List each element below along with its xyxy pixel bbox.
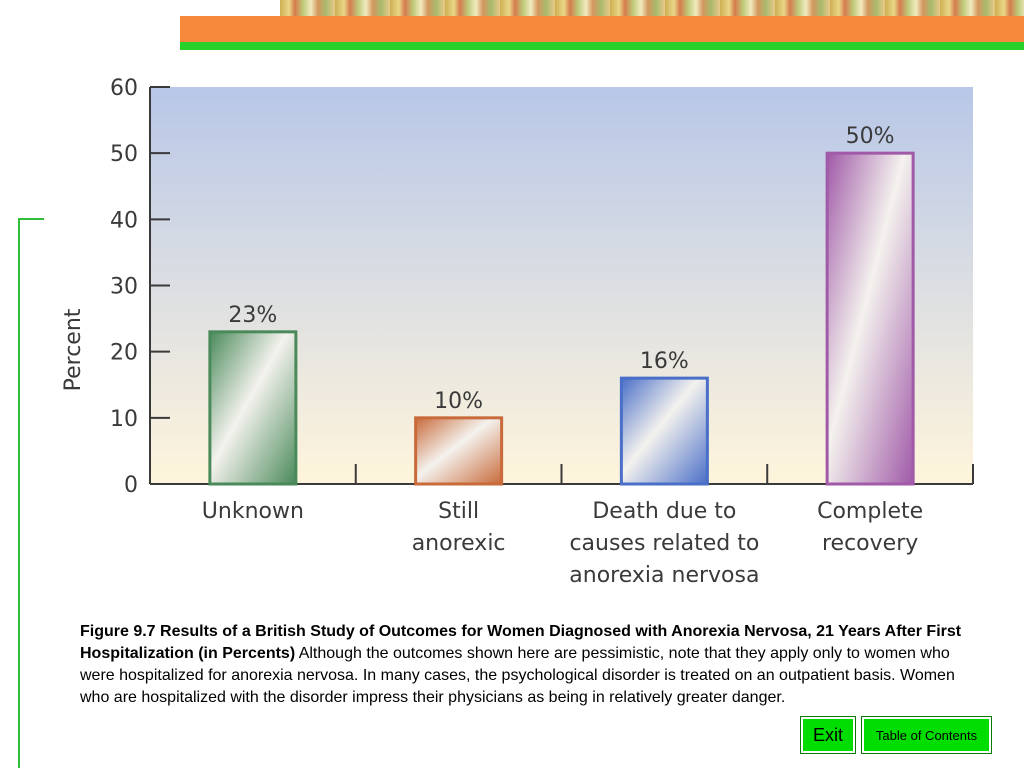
y-tick-label: 60	[110, 76, 138, 101]
left-bracket-line	[18, 218, 20, 768]
y-axis-label: Percent	[61, 308, 86, 391]
x-tick-label: Death due to	[592, 499, 736, 524]
y-tick-label: 0	[124, 473, 138, 498]
y-tick-label: 50	[110, 142, 138, 167]
x-tick-label: causes related to	[569, 531, 759, 556]
data-label: 50%	[846, 124, 895, 149]
x-tick-label: anorexia nervosa	[569, 563, 759, 588]
x-tick-label: recovery	[822, 531, 918, 556]
caption-body: Although the outcomes shown here are pes…	[80, 645, 955, 706]
bar	[414, 416, 504, 486]
header-banner	[180, 0, 1024, 50]
x-tick-label: anorexic	[412, 531, 506, 556]
bar	[208, 330, 298, 486]
bar	[825, 151, 915, 486]
y-tick-label: 30	[110, 275, 138, 300]
exit-button[interactable]: Exit	[800, 716, 856, 754]
figure-caption: Figure 9.7 Results of a British Study of…	[80, 621, 980, 709]
caption-title: Figure 9.7 Results of a British Study of…	[80, 623, 962, 662]
y-tick-label: 40	[110, 208, 138, 233]
green-rule	[180, 42, 1024, 50]
data-label: 10%	[434, 389, 483, 414]
floral-strip	[280, 0, 1024, 16]
x-tick-label: Complete	[817, 499, 923, 524]
left-bracket-tick	[18, 218, 44, 220]
x-tick-label: Unknown	[202, 499, 304, 524]
y-tick-label: 20	[110, 341, 138, 366]
data-label: 16%	[640, 349, 689, 374]
bar	[619, 376, 709, 486]
orange-band	[180, 16, 1024, 42]
table-of-contents-button[interactable]: Table of Contents	[861, 716, 992, 754]
y-tick-label: 10	[110, 407, 138, 432]
x-tick-label: Still	[438, 499, 479, 524]
data-label: 23%	[228, 303, 277, 328]
bar-chart: 0 10 20 30 40 50 60 23% Unknown 10% Still anorexic 1…	[61, 76, 974, 588]
